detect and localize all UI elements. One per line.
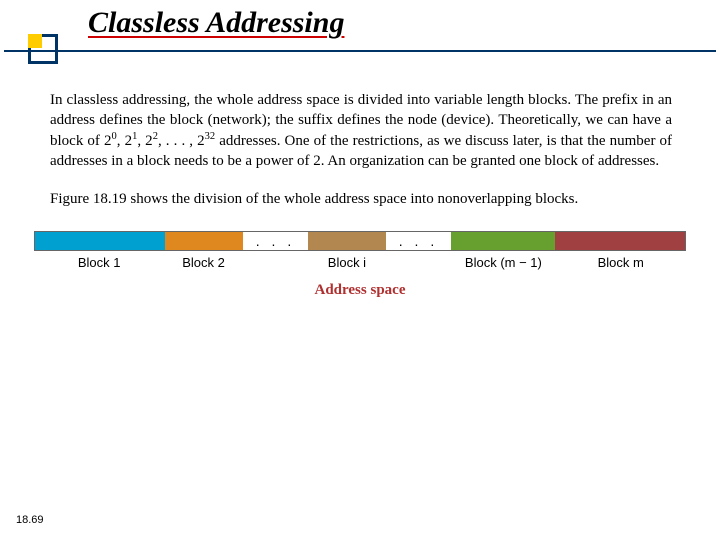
paragraph-2: Figure 18.19 shows the division of the w… [50,189,672,209]
figure-caption: Address space [34,282,686,299]
block-segment [308,232,386,250]
label-spacer [386,255,451,270]
block-label: Block i [308,255,386,270]
slide-title: Classless Addressing [88,6,720,40]
ellipsis-cell: . . . [386,232,451,250]
blocks-labels: Block 1Block 2 Block i Block (m − 1)Block … [34,255,686,270]
block-label: Block (m − 1) [451,255,555,270]
page-number: 18.69 [16,514,44,526]
block-label: Block 1 [34,255,164,270]
slide-header: Classless Addressing [0,0,720,66]
block-label: Block m [556,255,686,270]
slide-content: In classless addressing, the whole addre… [0,66,720,209]
address-space-figure: . . . . . . Block 1Block 2 Block i Block (m… [34,231,686,299]
blocks-bar: . . . . . . [34,231,686,251]
block-segment [555,232,685,250]
block-segment [165,232,243,250]
block-segment [35,232,165,250]
header-rule [4,50,716,52]
block-label: Block 2 [164,255,242,270]
block-segment [451,232,555,250]
ellipsis-cell: . . . [243,232,308,250]
paragraph-1: In classless addressing, the whole addre… [50,90,672,171]
bullet-icon [28,34,58,64]
label-spacer [243,255,308,270]
